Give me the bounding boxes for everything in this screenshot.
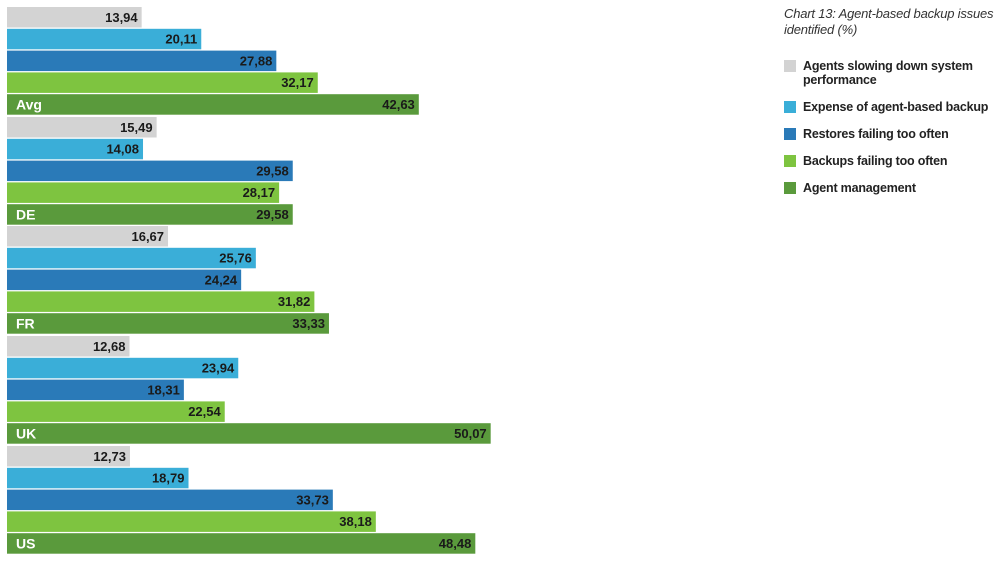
bar-group-us: 12,73 18,79 33,73 38,18 48,48 US [7,446,476,554]
data-label-avg-series-4: 32,17 [281,75,314,90]
bar-fr-series-3 [7,269,242,291]
category-label-us: US [16,535,35,551]
data-label-uk-series-4: 22,54 [188,404,221,419]
bar-uk-series-5 [7,423,491,444]
bar-group-uk: 12,68 23,94 18,31 22,54 50,07 UK [7,336,491,444]
data-label-fr-series-3: 24,24 [205,272,238,287]
category-label-uk: UK [16,425,36,441]
bar-us-series-4 [7,511,376,532]
legend-label: Backups failing too often [803,154,948,168]
bar-fr-series-2 [7,247,256,269]
legend-swatch [784,128,796,140]
data-label-uk-series-2: 23,94 [202,361,235,376]
legend-label: Restores failing too often [803,127,949,141]
bar-de-series-5 [7,204,293,225]
data-label-us-series-2: 18,79 [152,471,185,486]
bar-us-series-5 [7,533,476,554]
data-label-us-series-1: 12,73 [93,449,126,464]
bar-de-series-1 [7,117,157,138]
bar-fr-series-4 [7,291,315,312]
data-label-avg-series-1: 13,94 [105,10,138,25]
bar-avg-series-4 [7,72,318,93]
data-label-us-series-4: 38,18 [339,514,372,529]
bar-de-series-3 [7,160,293,182]
data-label-avg-series-5: 42,63 [382,97,415,112]
data-label-us-series-3: 33,73 [296,492,329,507]
bar-fr-series-1 [7,226,169,247]
data-label-uk-series-3: 18,31 [147,382,180,397]
legend-swatch [784,101,796,113]
bar-uk-series-3 [7,379,184,401]
chart-title-block: Chart 13: Agent-based backup issues iden… [784,6,994,38]
bar-uk-series-2 [7,357,239,379]
legend-item-3: Restores failing too often [784,127,998,141]
bar-us-series-3 [7,489,333,511]
bar-group-de: 15,49 14,08 29,58 28,17 29,58 DE [7,117,293,225]
bar-fr-series-5 [7,313,329,334]
data-label-fr-series-4: 31,82 [278,294,311,309]
bar-de-series-4 [7,182,280,203]
category-label-fr: FR [16,315,35,331]
bar-avg-series-1 [7,7,142,28]
category-label-de: DE [16,206,35,222]
bar-avg-series-5 [7,94,419,115]
bar-uk-series-1 [7,336,130,357]
legend-item-1: Agents slowing down system performance [784,59,998,87]
legend-swatch [784,60,796,72]
data-label-de-series-2: 14,08 [106,142,139,157]
legend-item-5: Agent management [784,181,998,195]
data-label-fr-series-2: 25,76 [219,251,252,266]
data-label-avg-series-2: 20,11 [165,32,197,47]
legend-swatch [784,182,796,194]
category-label-avg: Avg [16,96,42,112]
data-label-de-series-4: 28,17 [243,185,276,200]
chart-title: Chart 13: Agent-based backup issues iden… [784,6,994,37]
data-label-us-series-5: 48,48 [439,536,472,551]
bar-avg-series-3 [7,50,277,72]
bar-avg-series-2 [7,28,202,50]
legend-label: Expense of agent-based backup [803,100,989,114]
data-label-uk-series-5: 50,07 [454,426,487,441]
data-label-de-series-3: 29,58 [256,163,289,178]
bar-uk-series-4 [7,401,225,422]
data-label-de-series-1: 15,49 [120,120,153,135]
legend-item-4: Backups failing too often [784,154,998,168]
legend-swatch [784,155,796,167]
data-label-fr-series-1: 16,67 [131,229,164,244]
bar-group-fr: 16,67 25,76 24,24 31,82 33,33 FR [7,226,329,334]
bar-de-series-2 [7,138,144,160]
data-label-fr-series-5: 33,33 [292,316,325,331]
data-label-uk-series-1: 12,68 [93,339,126,354]
bar-group-avg: 13,94 20,11 27,88 32,17 42,63 Avg [7,7,419,115]
data-label-avg-series-3: 27,88 [240,53,273,68]
bar-us-series-2 [7,467,189,489]
legend-item-2: Expense of agent-based backup [784,100,998,114]
legend-label: Agents slowing down system performance [803,59,973,87]
bar-chart: 13,94 20,11 27,88 32,17 42,63 Avg 15,49 14,08 29… [7,7,491,554]
bar-us-series-1 [7,446,130,467]
legend-label: Agent management [803,181,916,195]
chart-legend: Agents slowing down system performance Ex… [784,59,998,208]
data-label-de-series-5: 29,58 [256,207,289,222]
